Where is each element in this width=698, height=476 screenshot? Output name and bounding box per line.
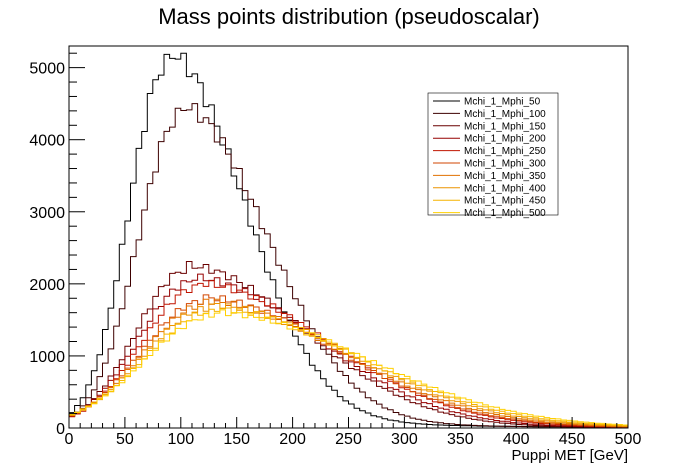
legend-entry-label: Mchi_1_Mphi_350 [464, 171, 546, 182]
histogram-mchi-1-mphi-350 [68, 298, 628, 428]
y-tick-label: 2000 [29, 277, 65, 294]
x-axis-label: Puppi MET [GeV] [512, 447, 628, 464]
chart-title: Mass points distribution (pseudoscalar) [158, 4, 540, 29]
legend-entry-label: Mchi_1_Mphi_150 [464, 121, 546, 132]
histogram-mchi-1-mphi-500 [68, 309, 628, 428]
x-tick-label: 100 [167, 431, 194, 448]
histogram-series [68, 52, 628, 428]
legend-entry-label: Mchi_1_Mphi_300 [464, 159, 546, 170]
x-tick-label: 50 [116, 431, 134, 448]
x-tick-label: 300 [391, 431, 418, 448]
legend-entry-label: Mchi_1_Mphi_50 [464, 97, 541, 108]
histogram-mchi-1-mphi-200 [68, 273, 628, 428]
legend: Mchi_1_Mphi_50Mchi_1_Mphi_100Mchi_1_Mphi… [427, 92, 559, 219]
legend-entry-label: Mchi_1_Mphi_250 [464, 146, 546, 157]
legend-entry-label: Mchi_1_Mphi_200 [464, 134, 546, 145]
y-tick-label: 5000 [29, 61, 65, 78]
x-tick-label: 450 [559, 431, 586, 448]
x-tick-label: 250 [335, 431, 362, 448]
legend-entry-label: Mchi_1_Mphi_500 [464, 208, 546, 219]
legend-entry-label: Mchi_1_Mphi_100 [464, 109, 546, 120]
y-tick-label: 3000 [29, 205, 65, 222]
x-tick-label: 400 [503, 431, 530, 448]
y-axis: 0 1000 2000 3000 4000 5000 [29, 52, 85, 438]
y-tick-label: 0 [56, 421, 65, 438]
y-tick-label: 1000 [29, 349, 65, 366]
y-tick-label: 4000 [29, 133, 65, 150]
x-tick-label: 200 [279, 431, 306, 448]
x-tick-label: 350 [447, 431, 474, 448]
x-tick-label: 0 [65, 431, 74, 448]
x-axis: 0 50 100 150 200 250 300 350 400 450 500 [65, 417, 642, 448]
legend-entry-label: Mchi_1_Mphi_400 [464, 183, 546, 194]
legend-entry-label: Mchi_1_Mphi_450 [464, 196, 546, 207]
x-tick-label: 150 [223, 431, 250, 448]
x-tick-label: 500 [615, 431, 642, 448]
